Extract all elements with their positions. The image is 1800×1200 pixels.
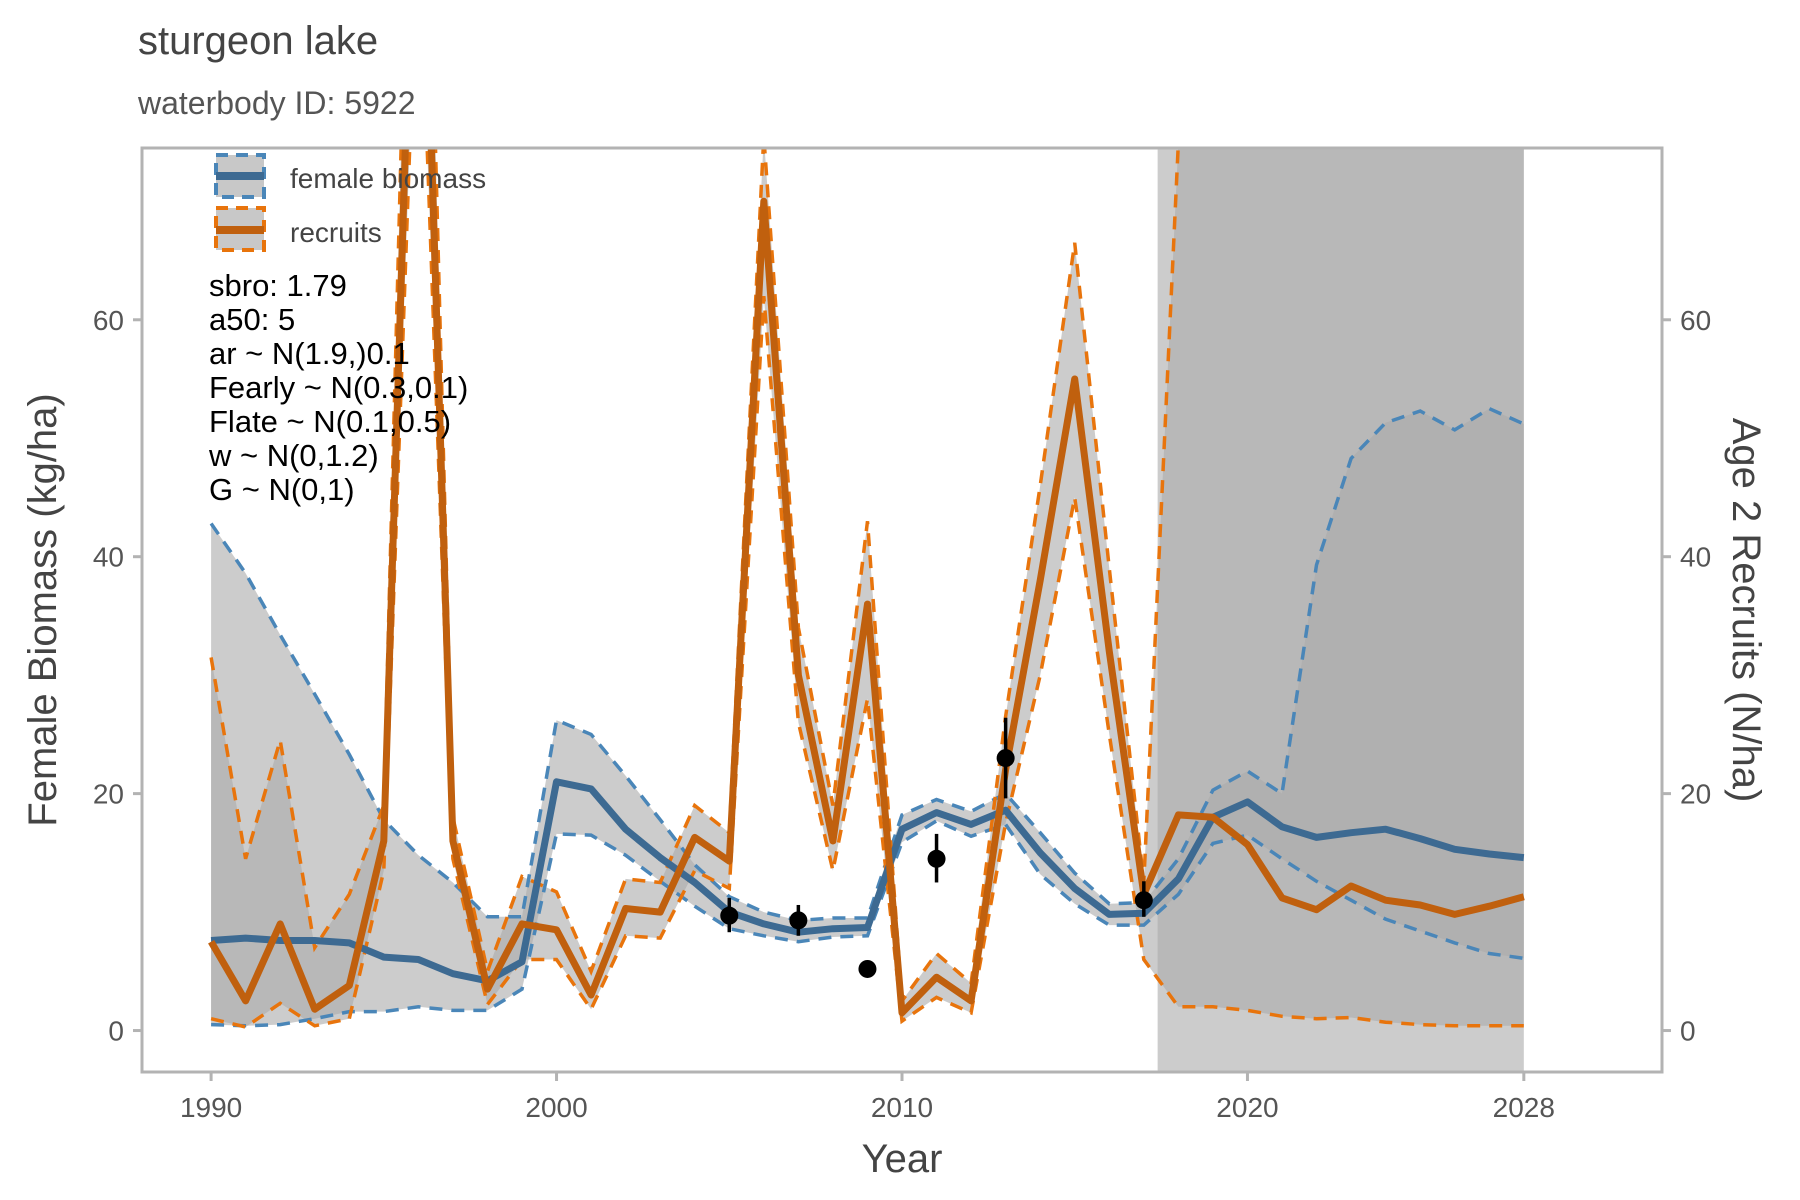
y-tick-label-right: 40 xyxy=(1680,542,1711,573)
annotation-g: G ~ N(0,1) xyxy=(209,472,355,507)
observation-point xyxy=(996,749,1015,768)
legend: female biomass recruits xyxy=(214,153,486,252)
annotation-w: w ~ N(0,1.2) xyxy=(208,438,379,473)
plot-border xyxy=(140,146,1664,1074)
chart-title: sturgeon lake xyxy=(138,19,378,63)
y-tick-label-right: 0 xyxy=(1680,1016,1696,1047)
annotation-sbro: sbro: 1.79 xyxy=(209,268,347,303)
legend-item-female-biomass: female biomass xyxy=(214,153,486,199)
observation-point xyxy=(858,959,877,978)
x-tick-label: 2000 xyxy=(525,1092,587,1123)
female-biomass-upper-ci xyxy=(209,406,1525,923)
annotation-ar: ar ~ N(1.9,)0.1 xyxy=(209,336,410,371)
annotation-flate: Flate ~ N(0.1,0.5) xyxy=(209,404,451,439)
x-tick-label: 2010 xyxy=(871,1092,933,1123)
y-axis-title-right: Age 2 Recruits (N/ha) xyxy=(1724,418,1768,803)
y-axis-title-left: Female Biomass (kg/ha) xyxy=(21,393,65,826)
y-tick-label-right: 20 xyxy=(1680,779,1711,810)
annotation-fearly: Fearly ~ N(0.3,0.1) xyxy=(209,370,468,405)
chart-subtitle: waterbody ID: 5922 xyxy=(137,85,416,121)
recruits-ci-band xyxy=(211,148,1524,1027)
female-biomass-lower-ci xyxy=(211,818,1525,1028)
model-annotations: sbro: 1.79 a50: 5 ar ~ N(1.9,)0.1 Fearly… xyxy=(208,268,468,507)
x-axis-title: Year xyxy=(862,1137,943,1181)
plot-area xyxy=(208,148,1525,1072)
y-tick-label-left: 60 xyxy=(93,305,124,336)
legend-item-recruits: recruits xyxy=(214,206,382,252)
recruits-lower-ci xyxy=(210,148,1524,1029)
x-tick-label: 2020 xyxy=(1216,1092,1278,1123)
recruits-line xyxy=(208,148,1525,1017)
observation-point xyxy=(1134,891,1153,910)
x-tick-label: 2028 xyxy=(1493,1092,1555,1123)
x-tick-label: 1990 xyxy=(180,1092,242,1123)
y-tick-label-left: 20 xyxy=(93,779,124,810)
recruits-upper-ci xyxy=(209,148,1180,1006)
y-tick-label-left: 40 xyxy=(93,542,124,573)
female-biomass-line xyxy=(210,778,1525,985)
observation-point xyxy=(927,849,946,868)
legend-label-recruits: recruits xyxy=(290,217,382,248)
y-tick-label-left: 0 xyxy=(108,1016,124,1047)
y-tick-label-right: 60 xyxy=(1680,305,1711,336)
annotation-a50: a50: 5 xyxy=(209,302,295,337)
observation-point xyxy=(720,906,739,925)
legend-label-female-biomass: female biomass xyxy=(290,163,486,194)
observation-point xyxy=(789,911,808,930)
